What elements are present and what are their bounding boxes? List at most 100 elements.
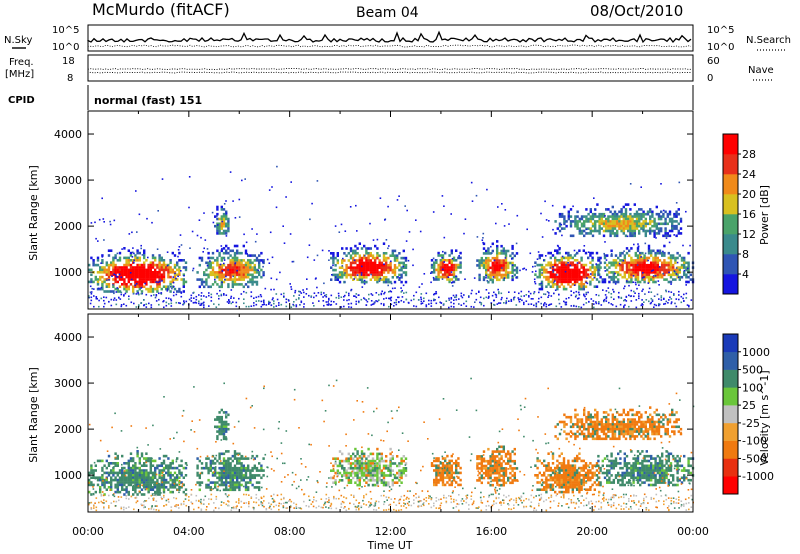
- scatter-echo: [658, 303, 661, 306]
- echo-cell: [598, 220, 601, 223]
- echo-cell: [158, 285, 161, 288]
- echo-cell: [613, 215, 617, 218]
- echo-cell: [112, 474, 115, 477]
- echo-cell: [482, 464, 486, 468]
- echo-cell: [457, 266, 460, 269]
- ground-scatter: [540, 296, 543, 299]
- ground-scatter: [585, 293, 588, 296]
- echo-cell: [667, 251, 670, 255]
- echo-cell: [349, 467, 353, 470]
- echo-cell: [482, 476, 486, 480]
- echo-cell: [136, 268, 139, 272]
- echo-cell: [244, 486, 248, 489]
- scatter-echo: [536, 258, 539, 260]
- echo-cell: [441, 483, 445, 487]
- echo-cell: [222, 256, 226, 260]
- echo-cell: [352, 469, 355, 472]
- echo-cell: [502, 450, 505, 453]
- echo-cell: [182, 490, 185, 494]
- ground-scatter: [298, 297, 300, 299]
- echo-cell: [620, 212, 623, 216]
- echo-cell: [356, 474, 359, 477]
- scatter-echo: [503, 225, 506, 227]
- echo-cell: [498, 476, 501, 480]
- echo-cell: [675, 210, 678, 214]
- echo-cell: [635, 220, 639, 223]
- echo-cell: [560, 462, 563, 465]
- echo-cell: [182, 283, 185, 286]
- echo-cell: [205, 457, 208, 460]
- scatter-echo: [292, 260, 295, 263]
- echo-cell: [433, 469, 436, 472]
- scatter-echo: [97, 240, 99, 242]
- echo-cell: [249, 478, 252, 482]
- echo-cell: [365, 457, 368, 460]
- echo-cell: [247, 466, 250, 470]
- ground-scatter: [660, 295, 663, 297]
- scatter-echo: [262, 274, 265, 277]
- echo-cell: [376, 455, 379, 458]
- echo-cell: [127, 476, 130, 479]
- echo-cell: [356, 247, 359, 250]
- echo-cell: [647, 278, 651, 281]
- scatter-echo: [567, 262, 569, 264]
- ground-scatter: [395, 303, 398, 306]
- echo-cell: [676, 266, 679, 269]
- echo-cell: [563, 220, 566, 223]
- echo-cell: [236, 263, 239, 267]
- echo-cell: [540, 266, 544, 269]
- echo-cell: [500, 467, 503, 470]
- echo-cell: [114, 263, 117, 267]
- echo-cell: [229, 271, 232, 274]
- echo-cell: [437, 459, 440, 463]
- echo-cell: [560, 464, 563, 467]
- echo-cell: [452, 462, 456, 465]
- echo-cell: [584, 488, 588, 491]
- echo-cell: [582, 464, 585, 467]
- echo-cell: [450, 466, 453, 470]
- echo-cell: [668, 220, 672, 223]
- echo-cell: [658, 259, 662, 262]
- echo-cell: [622, 232, 625, 235]
- echo-cell: [619, 254, 622, 257]
- scatter-echo: [406, 209, 408, 212]
- echo-cell: [573, 476, 577, 479]
- scatter-echo: [642, 288, 644, 291]
- echo-cell: [585, 217, 588, 221]
- echo-cell: [597, 259, 600, 262]
- echo-cell: [167, 275, 170, 279]
- echo-cell: [611, 227, 614, 230]
- echo-cell: [180, 459, 183, 463]
- scatter-echo: [390, 282, 393, 285]
- echo-cell: [600, 215, 603, 218]
- echo-cell: [608, 275, 611, 279]
- echo-cell: [121, 478, 124, 482]
- echo-cell: [437, 251, 440, 255]
- echo-cell: [129, 452, 133, 455]
- echo-cell: [582, 249, 585, 252]
- echo-cell: [229, 278, 232, 281]
- scatter-echo: [552, 269, 555, 272]
- echo-cell: [143, 263, 146, 267]
- scatter-echo: [100, 286, 103, 289]
- ground-scatter: [108, 301, 110, 303]
- echo-cell: [218, 263, 221, 267]
- echo-cell: [599, 256, 602, 260]
- echo-cell: [225, 459, 228, 463]
- echo-cell: [125, 259, 128, 262]
- echo-cell: [225, 217, 228, 221]
- echo-cell: [140, 290, 144, 293]
- echo-cell: [580, 481, 583, 484]
- echo-cell: [140, 280, 144, 284]
- echo-cell: [118, 471, 122, 475]
- echo-cell: [511, 459, 514, 463]
- echo-cell: [360, 247, 364, 250]
- echo-cell: [385, 467, 388, 470]
- echo-cell: [354, 471, 357, 475]
- echo-cell: [88, 471, 91, 475]
- echo-cell: [382, 276, 386, 279]
- scatter-echo: [628, 294, 630, 297]
- echo-cell: [356, 483, 359, 487]
- echo-cell: [391, 483, 394, 487]
- ground-scatter: [410, 299, 413, 302]
